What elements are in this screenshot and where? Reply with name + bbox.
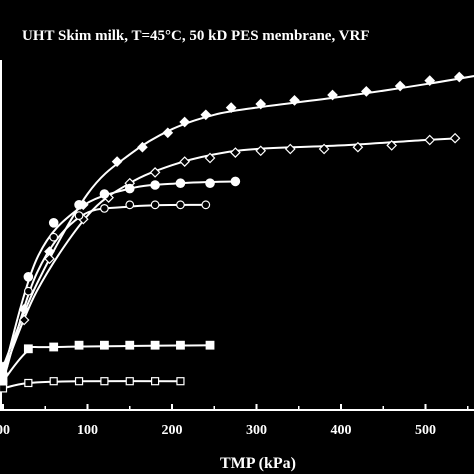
marker-filled-diamond (255, 98, 267, 110)
marker-open-diamond (424, 134, 436, 146)
data-markers (0, 71, 465, 393)
marker-open-square (49, 377, 58, 386)
x-axis-label: TMP (kPa) (220, 455, 296, 472)
marker-filled-square (99, 340, 109, 350)
marker-filled-circle (99, 189, 110, 199)
marker-open-diamond (149, 167, 161, 178)
marker-filled-square (150, 340, 160, 350)
marker-filled-circle (230, 176, 241, 187)
marker-open-circle (23, 286, 33, 296)
x-tick-label: 200 (162, 423, 183, 438)
marker-filled-diamond (137, 141, 148, 153)
marker-open-diamond (255, 145, 267, 157)
marker-open-circle (49, 232, 59, 242)
marker-filled-square (0, 376, 8, 386)
marker-filled-circle (74, 200, 84, 210)
marker-open-diamond (386, 140, 398, 151)
marker-filled-circle (23, 271, 34, 282)
marker-open-square (151, 377, 160, 386)
marker-open-diamond (318, 143, 330, 155)
marker-open-circle (201, 200, 211, 210)
fit-line-2 (2, 137, 460, 375)
chart-title: UHT Skim milk, T=45°C, 50 kD PES membran… (22, 28, 370, 44)
marker-open-square (74, 377, 84, 386)
x-tick-label: 00 (0, 423, 10, 438)
marker-open-diamond (230, 147, 241, 158)
marker-filled-square (74, 340, 84, 350)
axes (0, 60, 474, 411)
marker-filled-diamond (225, 102, 237, 113)
x-tick-label: 300 (246, 423, 267, 438)
marker-open-diamond (18, 314, 30, 326)
marker-open-diamond (352, 141, 364, 153)
fit-lines (2, 75, 474, 390)
marker-open-square (100, 377, 109, 386)
marker-filled-circle (205, 178, 215, 188)
marker-filled-diamond (424, 75, 436, 86)
x-tick-labels: 00100200300400500600 (0, 423, 436, 438)
marker-filled-diamond (111, 156, 123, 167)
marker-open-circle (176, 200, 185, 210)
marker-filled-square (49, 342, 59, 352)
marker-open-square (0, 384, 8, 393)
marker-filled-square (125, 340, 135, 350)
marker-filled-circle (48, 218, 59, 228)
marker-filled-circle (150, 180, 160, 190)
x-tick-label: 400 (331, 423, 352, 438)
x-tick-label: 500 (415, 423, 436, 438)
fit-line-6 (2, 380, 181, 390)
marker-open-square (125, 377, 134, 386)
marker-open-diamond (449, 132, 461, 144)
marker-open-diamond (44, 253, 55, 265)
marker-filled-square (205, 340, 215, 350)
marker-filled-diamond (18, 303, 30, 315)
marker-open-diamond (284, 143, 296, 155)
marker-open-square (24, 378, 33, 388)
marker-filled-square (23, 344, 33, 354)
marker-filled-diamond (289, 95, 300, 106)
marker-filled-diamond (179, 116, 191, 128)
marker-filled-diamond (162, 127, 174, 139)
marker-filled-diamond (394, 80, 406, 92)
marker-filled-diamond (361, 86, 372, 97)
fit-line-5 (2, 344, 211, 382)
marker-open-circle (150, 200, 160, 210)
marker-open-diamond (179, 156, 191, 167)
marker-filled-circle (175, 178, 186, 188)
marker-open-square (176, 377, 185, 386)
fit-line-1 (2, 75, 474, 368)
x-tick-label: 100 (77, 423, 98, 438)
marker-open-circle (99, 203, 109, 213)
marker-open-circle (125, 200, 135, 210)
marker-open-diamond (204, 152, 216, 164)
marker-filled-diamond (200, 109, 212, 121)
marker-open-circle (74, 211, 84, 221)
marker-filled-square (176, 340, 185, 350)
marker-filled-diamond (327, 89, 338, 101)
marker-filled-circle (124, 183, 135, 194)
marker-filled-diamond (453, 71, 465, 83)
